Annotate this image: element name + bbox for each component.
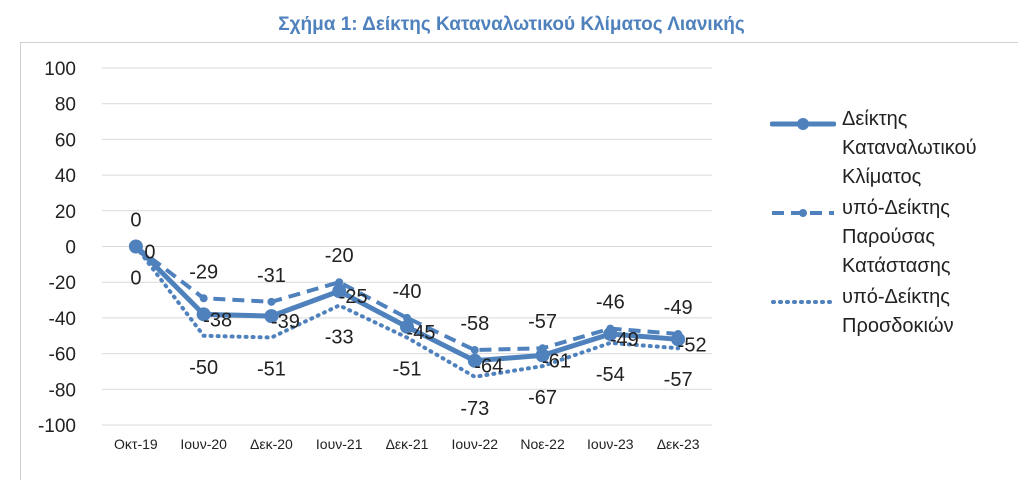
data-label-expectations: -57 <box>664 369 693 391</box>
data-label-current-situation: 0 <box>130 210 141 232</box>
y-tick-label: -40 <box>49 309 76 330</box>
legend: Δείκτης Καταναλωτικού Κλίματος υπό-Δείκτ… <box>770 105 1010 343</box>
legend-label-line: Καταναλωτικού <box>842 137 977 159</box>
data-label-current-situation: -57 <box>528 311 557 333</box>
y-tick-label: 80 <box>55 95 76 116</box>
data-label-current-situation: -58 <box>460 313 489 335</box>
data-label-expectations: -51 <box>393 359 422 381</box>
data-label-current-situation: -20 <box>325 245 354 267</box>
series-point <box>128 239 143 254</box>
y-tick-label: 40 <box>55 166 76 187</box>
data-label-expectations: -73 <box>460 398 489 420</box>
data-label-main-index: -64 <box>474 356 503 378</box>
series-point <box>335 278 344 287</box>
data-label-main-index: -38 <box>203 309 232 331</box>
legend-label-line: Προσδοκιών <box>842 315 954 337</box>
x-tick-label: Ιουν-21 <box>316 436 363 452</box>
legend-swatch-dotted <box>771 300 836 304</box>
series-point <box>470 346 479 355</box>
data-label-expectations: -50 <box>189 357 218 379</box>
data-label-current-situation: -40 <box>393 281 422 303</box>
series-point <box>196 307 211 322</box>
data-label-expectations: 0 <box>130 268 141 290</box>
legend-swatch-dashed <box>772 209 834 217</box>
legend-label-line: Παρούσας <box>842 226 935 248</box>
y-tick-label: -80 <box>49 380 76 401</box>
data-label-main-index: -49 <box>610 329 639 351</box>
x-tick-label: Δεκ-21 <box>386 436 429 452</box>
x-tick-label: Ιουν-23 <box>587 436 634 452</box>
data-label-current-situation: -29 <box>189 261 218 283</box>
data-label-current-situation: -31 <box>257 265 286 287</box>
y-tick-label: -100 <box>38 416 76 437</box>
series-point <box>332 284 347 299</box>
series-line-expectations <box>133 244 681 379</box>
series-point <box>400 319 414 334</box>
y-tick-label: -20 <box>49 273 76 294</box>
data-label-main-index: -45 <box>407 322 436 344</box>
series-point <box>264 309 279 324</box>
x-tick-label: Δεκ-23 <box>657 436 700 452</box>
data-label-main-index: -52 <box>678 334 707 356</box>
series-point <box>199 294 208 303</box>
data-label-expectations: -67 <box>528 387 557 409</box>
x-tick-label: Νοε-22 <box>520 436 565 452</box>
legend-label-line: υπό-Δείκτης <box>842 286 950 308</box>
series-point <box>535 348 550 363</box>
series-point <box>671 332 686 347</box>
chart-frame <box>20 42 1018 480</box>
data-label-main-index: -61 <box>542 350 571 372</box>
series-point <box>467 353 482 368</box>
y-tick-label: -60 <box>49 345 76 366</box>
y-tick-label: 100 <box>44 59 76 80</box>
data-label-current-situation: -46 <box>596 292 625 314</box>
data-label-main-index: -39 <box>271 311 300 333</box>
data-label-main-index: 0 <box>144 242 155 264</box>
data-label-current-situation: -49 <box>664 297 693 319</box>
data-label-expectations: -51 <box>257 359 286 381</box>
x-tick-label: Δεκ-20 <box>250 436 293 452</box>
x-tick-label: Ιουν-22 <box>451 436 498 452</box>
legend-label-line: υπό-Δείκτης <box>842 197 950 219</box>
series-point <box>403 313 411 322</box>
legend-swatch-solid <box>770 118 836 130</box>
y-tick-label: 20 <box>55 202 76 223</box>
x-tick-label: Οκτ-19 <box>114 436 158 452</box>
series-point <box>603 326 618 341</box>
series-point <box>267 297 276 306</box>
chart-title: Σχήμα 1: Δείκτης Καταναλωτικού Κλίματος … <box>278 14 745 35</box>
legend-label-line: Κατάστασης <box>842 255 951 277</box>
x-tick-label: Ιουν-20 <box>180 436 227 452</box>
data-label-expectations: -54 <box>596 364 625 386</box>
legend-item-main-index: Δείκτης Καταναλωτικού Κλίματος <box>770 105 1010 192</box>
legend-item-expectations: υπό-Δείκτης Προσδοκιών <box>770 283 1010 341</box>
legend-label-line: Κλίματος <box>842 166 922 188</box>
data-label-main-index: -25 <box>339 286 368 308</box>
data-label-expectations: -33 <box>325 326 354 348</box>
y-tick-label: 60 <box>55 130 76 151</box>
legend-label-line: Δείκτης <box>842 108 908 130</box>
legend-item-current-situation: υπό-Δείκτης Παρούσας Κατάστασης <box>770 194 1010 281</box>
y-tick-label: 0 <box>65 238 76 259</box>
